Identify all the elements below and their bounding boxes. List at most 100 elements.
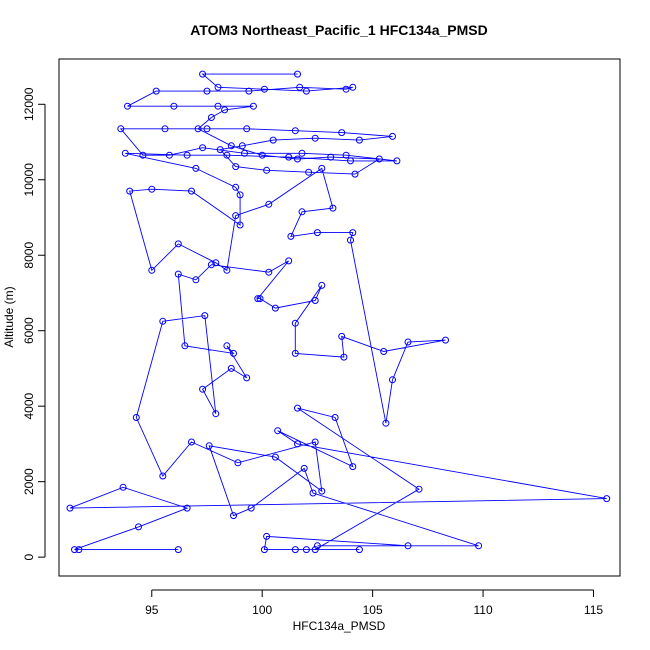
data-point [442, 336, 449, 344]
data-point [188, 438, 195, 446]
data-point [139, 151, 147, 159]
data-point [161, 125, 169, 133]
data-point [223, 342, 231, 350]
data-point [389, 376, 396, 384]
data-point [247, 504, 255, 512]
data-point [291, 546, 299, 554]
data-point [260, 546, 268, 554]
data-point [274, 427, 282, 435]
data-point [285, 153, 293, 161]
data-point [331, 414, 339, 421]
data-point [298, 208, 306, 216]
data-point [170, 102, 178, 110]
data-point [223, 266, 231, 274]
y-tick-label: 6000 [22, 317, 36, 344]
data-point [75, 546, 83, 554]
plot-frame [58, 58, 621, 577]
data-point [415, 485, 423, 493]
data-point [393, 157, 401, 165]
series-line [69, 73, 607, 551]
data-point [203, 87, 211, 95]
data-point [338, 129, 346, 137]
data-point [271, 304, 279, 312]
data-point [285, 257, 293, 265]
data-point [212, 410, 220, 418]
data-point [340, 353, 348, 361]
data-point [227, 142, 235, 150]
data-point [183, 151, 191, 159]
data-point [309, 489, 317, 497]
data-point [159, 317, 167, 325]
data-point [119, 483, 127, 491]
data-point [212, 259, 220, 267]
y-tick-label: 4000 [22, 393, 36, 420]
data-point [302, 87, 310, 95]
data-point [236, 221, 244, 229]
data-point [313, 542, 321, 550]
y-axis-label: Altitude (m) [2, 286, 16, 347]
data-point [135, 523, 142, 531]
data-point [302, 546, 310, 554]
x-tick-label: 115 [584, 603, 603, 617]
data-point [294, 70, 301, 78]
data-point [256, 295, 264, 303]
data-point [232, 212, 240, 220]
data-point [404, 542, 412, 550]
x-tick-label: 100 [252, 603, 272, 617]
data-point [271, 453, 279, 461]
data-point [265, 268, 273, 276]
data-point [249, 102, 257, 110]
data-point [355, 136, 363, 144]
data-point [238, 142, 246, 150]
data-point [349, 229, 357, 237]
data-point [214, 102, 222, 110]
data-point [265, 200, 273, 208]
data-point [159, 472, 167, 480]
data-point [205, 442, 213, 450]
data-point [296, 83, 304, 91]
data-point [311, 438, 319, 446]
data-point [221, 106, 229, 114]
data-point [227, 364, 235, 372]
data-point [342, 85, 350, 93]
data-point [311, 546, 319, 554]
series-layer [66, 70, 611, 554]
data-point [475, 542, 483, 550]
data-point [349, 83, 357, 91]
data-point [263, 532, 271, 540]
data-point [305, 168, 313, 176]
data-point [311, 134, 319, 142]
data-point [258, 151, 266, 159]
data-point [214, 83, 222, 91]
data-point [199, 144, 207, 152]
chart-title: ATOM3 Northeast_Pacific_1 HFC134a_PMSD [190, 22, 487, 38]
data-point [236, 191, 244, 199]
data-point [181, 342, 189, 350]
y-axis: 0 2000 4000 6000 8000 10000 12000 [22, 87, 46, 560]
data-point [298, 149, 306, 157]
data-point [188, 187, 195, 195]
data-point [152, 87, 160, 95]
data-point [313, 229, 321, 237]
data-point [382, 419, 390, 427]
data-point [291, 319, 299, 327]
data-point [291, 349, 299, 357]
data-point [223, 151, 231, 159]
data-point [300, 464, 308, 472]
data-point [318, 487, 326, 495]
data-point [603, 495, 611, 503]
data-point [207, 261, 215, 269]
data-point [199, 70, 207, 78]
y-tick-label: 8000 [22, 242, 36, 269]
data-point [199, 385, 207, 393]
data-point [329, 204, 337, 212]
data-point [230, 349, 237, 357]
data-point [165, 151, 173, 159]
data-point [269, 136, 277, 144]
data-point [342, 151, 350, 159]
data-point [174, 270, 182, 278]
data-point [192, 164, 200, 172]
data-point [124, 102, 131, 110]
data-point [338, 332, 346, 340]
x-tick-label: 105 [363, 603, 383, 617]
